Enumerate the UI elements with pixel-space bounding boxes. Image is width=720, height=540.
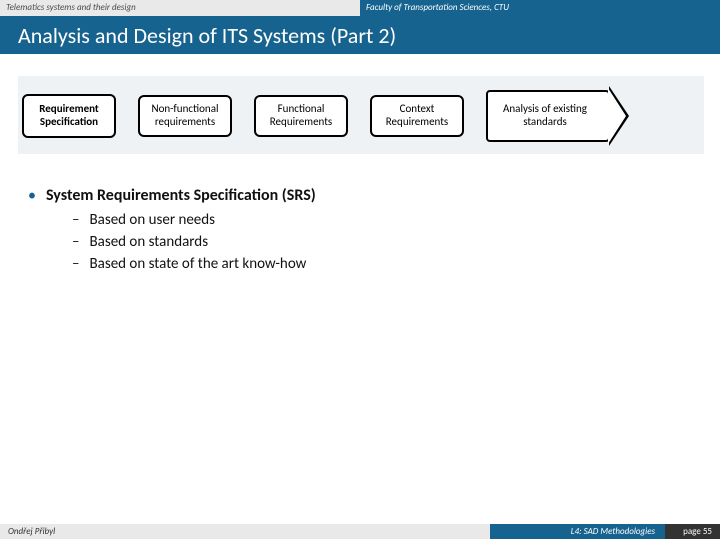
- requirements-diagram: Requirement Specification Non-functional…: [6, 72, 714, 158]
- header-bar: Telematics systems and their design Facu…: [0, 0, 720, 16]
- box-context: Context Requirements: [370, 95, 464, 137]
- bullet-dot-icon: •: [28, 186, 36, 205]
- header-left: Telematics systems and their design: [0, 0, 360, 16]
- slide: Telematics systems and their design Facu…: [0, 0, 720, 540]
- subitem: – Based on state of the art know-how: [72, 255, 692, 273]
- footer-page: page 55: [665, 524, 720, 539]
- box-existing-standards: Analysis of existing standards: [486, 90, 610, 142]
- page-number: 55: [703, 526, 712, 537]
- box-nonfunctional: Non-functional requirements: [138, 95, 232, 137]
- bullet-heading: • System Requirements Specification (SRS…: [28, 186, 692, 205]
- subitem-text: Based on state of the art know-how: [89, 255, 306, 273]
- page-label: page: [683, 526, 701, 537]
- header-right: Faculty of Transportation Sciences, CTU: [360, 0, 720, 16]
- footer-author: Ondřej Přibyl: [0, 524, 490, 539]
- footer-bar: Ondřej Přibyl L4: SAD Methodologies page…: [0, 522, 720, 540]
- arrowbox-label: Analysis of existing standards: [496, 103, 594, 128]
- subitem-text: Based on standards: [89, 233, 208, 251]
- dash-icon: –: [72, 233, 79, 251]
- subitem-text: Based on user needs: [89, 211, 215, 229]
- box-requirement-spec: Requirement Specification: [22, 94, 116, 138]
- subitem: – Based on user needs: [72, 211, 692, 229]
- slide-title: Analysis and Design of ITS Systems (Part…: [0, 16, 720, 54]
- footer-lecture: L4: SAD Methodologies: [490, 524, 665, 539]
- dash-icon: –: [72, 255, 79, 273]
- arrow-point: [608, 88, 626, 144]
- box-functional: Functional Requirements: [254, 95, 348, 137]
- dash-icon: –: [72, 211, 79, 229]
- subitem: – Based on standards: [72, 233, 692, 251]
- bullet-heading-text: System Requirements Specification (SRS): [46, 186, 316, 205]
- body-content: • System Requirements Specification (SRS…: [0, 158, 720, 540]
